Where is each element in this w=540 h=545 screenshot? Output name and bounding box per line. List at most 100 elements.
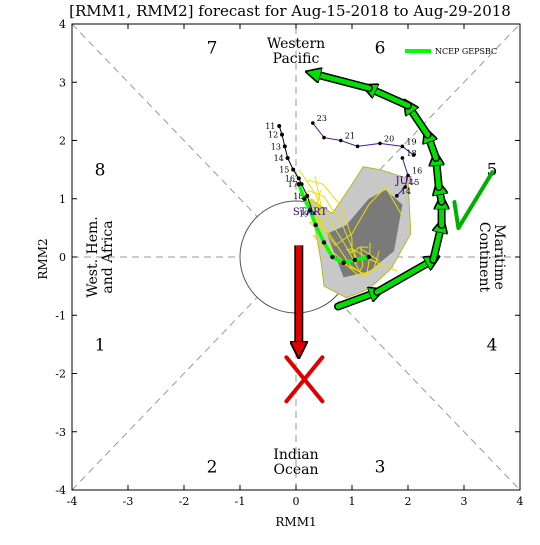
observed-day-label: 12 — [268, 131, 278, 140]
observed-point — [296, 176, 301, 181]
member-day-label: 18 — [406, 149, 416, 158]
region-label-line: Continent — [476, 222, 492, 293]
region-label-line: West. Hem. — [85, 216, 101, 297]
annotation-label: JUL — [395, 176, 415, 187]
y-tick-label: 0 — [59, 251, 66, 264]
observed-point — [291, 167, 296, 172]
x-tick-label: 4 — [517, 495, 524, 508]
green-arrow-segment — [313, 74, 372, 91]
region-label-line: Maritime — [491, 224, 507, 290]
member-point — [355, 144, 360, 149]
member-day-label: 16 — [412, 166, 422, 175]
member-point — [395, 194, 399, 198]
forecast-point — [296, 181, 301, 187]
red-x-stroke — [284, 355, 325, 404]
ensemble-member-track — [308, 176, 380, 276]
observed-point — [305, 193, 310, 198]
observed-day-label: 16 — [285, 174, 295, 183]
observed-point — [277, 123, 282, 128]
observed-day-label: 13 — [271, 142, 281, 151]
observed-point — [280, 132, 284, 137]
phase-label: 2 — [207, 458, 218, 478]
member-point — [400, 156, 405, 160]
green-check-mark — [452, 170, 495, 231]
region-label-line: Indian — [273, 447, 318, 463]
member-day-label: 15 — [409, 178, 419, 187]
member-point — [411, 153, 416, 157]
green-arrow-segment — [430, 225, 441, 263]
y-tick-label: -3 — [55, 426, 66, 439]
legend-label: NCEP GEPSBC — [435, 47, 497, 56]
x-tick-label: 3 — [461, 495, 468, 508]
member-point — [378, 141, 382, 146]
y-tick-label: 3 — [59, 76, 66, 89]
ensemble-member-track — [307, 179, 398, 272]
y-tick-label: -4 — [55, 484, 66, 497]
member-day-label: 21 — [345, 132, 355, 141]
phase-label: 1 — [95, 335, 106, 355]
observed-day-label: 11 — [265, 122, 275, 131]
member-point — [322, 135, 326, 140]
observed-point — [285, 155, 290, 160]
x-tick-label: 1 — [349, 495, 356, 508]
green-arrow-segment — [436, 158, 439, 190]
member-point — [406, 173, 410, 178]
member-point — [339, 138, 343, 143]
phase-label: 4 — [487, 335, 498, 355]
forecast-point — [302, 196, 307, 201]
x-tick-label: 0 — [293, 495, 300, 508]
member-day-label: 19 — [406, 137, 416, 146]
member-point — [403, 185, 408, 189]
forecast-point — [366, 254, 371, 260]
green-arrow-segment — [335, 292, 377, 310]
x-tick-label: 2 — [405, 495, 412, 508]
phase-label: 7 — [207, 38, 218, 58]
member-track — [396, 157, 409, 197]
observed-day-label: 18 — [293, 192, 303, 201]
green-arrow-segment — [374, 260, 433, 295]
member-point — [311, 121, 315, 125]
region-label-line: Ocean — [274, 462, 319, 478]
observed-day-label: 19 — [299, 209, 309, 218]
observed-day-label: 14 — [274, 154, 284, 163]
phase-label: 8 — [95, 161, 106, 181]
region-label-line: Pacific — [273, 51, 320, 67]
phase-label: 6 — [375, 38, 386, 58]
forecast-point — [321, 240, 327, 245]
ensemble-spread-inner — [326, 190, 403, 278]
forecast-point — [307, 208, 313, 213]
green-arrow-segment — [428, 135, 439, 161]
forecast-point — [341, 260, 346, 266]
y-axis-label: RMM2 — [36, 238, 50, 279]
observed-day-label: 17 — [288, 180, 298, 189]
forecast-point — [330, 254, 335, 260]
y-tick-label: 1 — [59, 193, 66, 206]
y-tick-label: 4 — [59, 18, 66, 31]
ensemble-member-track — [305, 190, 380, 265]
x-tick-label: -2 — [179, 495, 190, 508]
ensemble-member-track — [317, 186, 403, 247]
green-arrow-segment — [369, 88, 411, 109]
annotation-label: START — [293, 207, 328, 218]
member-point — [400, 144, 405, 149]
forecast-point — [313, 222, 318, 228]
green-arrow-segment — [408, 106, 431, 138]
y-tick-label: -1 — [55, 309, 66, 322]
x-axis-label: RMM1 — [275, 515, 316, 529]
member-day-label: 20 — [384, 134, 394, 143]
phase-label: 3 — [375, 458, 386, 478]
region-west-hem-africa: West. Hem. and Africa — [85, 216, 116, 297]
region-label-line: and Africa — [100, 220, 116, 293]
member-day-label: 23 — [317, 114, 327, 123]
observed-day-label: 15 — [279, 166, 289, 175]
member-day-label: 14 — [401, 187, 411, 196]
observed-point — [282, 144, 287, 149]
x-tick-label: -4 — [67, 495, 78, 508]
x-tick-label: -1 — [235, 495, 246, 508]
y-tick-label: -2 — [55, 368, 66, 381]
y-tick-label: 2 — [59, 135, 66, 148]
